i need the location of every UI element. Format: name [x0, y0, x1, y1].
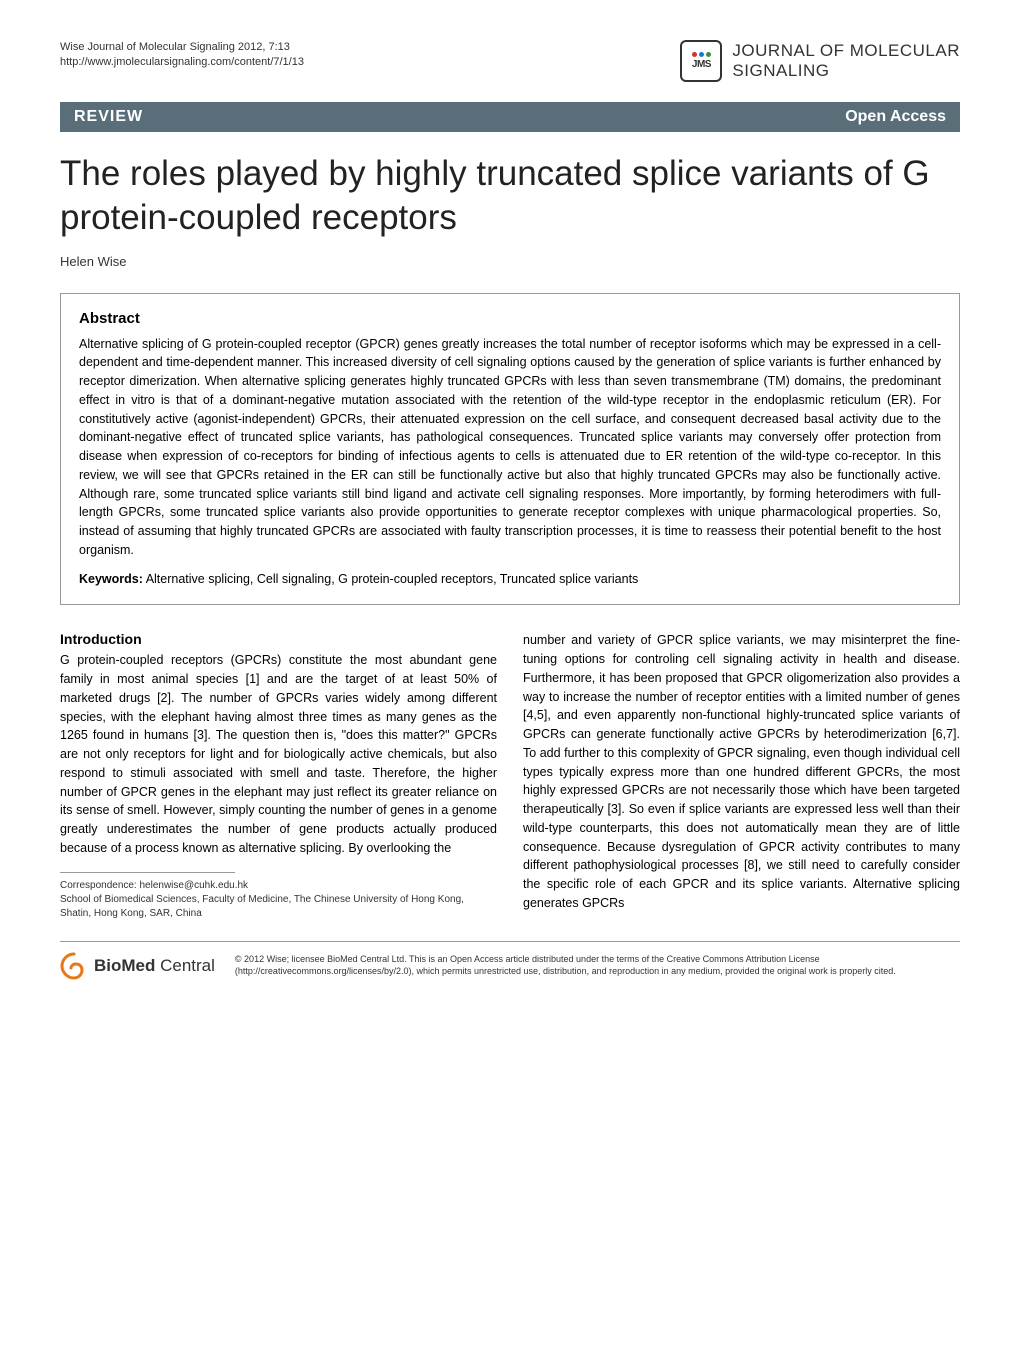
- body-columns: Introduction G protein-coupled receptors…: [60, 631, 960, 920]
- intro-col1-text: G protein-coupled receptors (GPCRs) cons…: [60, 651, 497, 857]
- correspondence-email: Correspondence: helenwise@cuhk.edu.hk: [60, 879, 497, 893]
- logo-abbrev: JMS: [692, 59, 711, 70]
- dot-blue-icon: [699, 52, 704, 57]
- review-bar: REVIEW Open Access: [60, 102, 960, 132]
- journal-brand: JMS JOURNAL OF MOLECULAR SIGNALING: [680, 40, 960, 82]
- intro-heading: Introduction: [60, 631, 497, 647]
- intro-col2-text: number and variety of GPCR splice varian…: [523, 631, 960, 912]
- bmc-normal: Central: [155, 956, 215, 975]
- bmc-swirl-icon: [60, 952, 88, 980]
- open-access-label: Open Access: [845, 108, 946, 126]
- column-right: number and variety of GPCR splice varian…: [523, 631, 960, 920]
- abstract-heading: Abstract: [79, 310, 941, 327]
- journal-name-line2: SIGNALING: [732, 61, 960, 81]
- jms-logo-icon: JMS: [680, 40, 722, 82]
- review-label: REVIEW: [74, 108, 143, 126]
- correspondence-divider: [60, 872, 235, 873]
- keywords-line: Keywords: Alternative splicing, Cell sig…: [79, 570, 941, 589]
- citation-line-1: Wise Journal of Molecular Signaling 2012…: [60, 40, 304, 55]
- footer-row: BioMed Central © 2012 Wise; licensee Bio…: [60, 941, 960, 980]
- citation-block: Wise Journal of Molecular Signaling 2012…: [60, 40, 304, 71]
- keywords-label: Keywords:: [79, 572, 143, 586]
- article-title: The roles played by highly truncated spl…: [60, 152, 960, 240]
- dot-red-icon: [692, 52, 697, 57]
- dot-green-icon: [706, 52, 711, 57]
- author-name: Helen Wise: [60, 254, 960, 269]
- citation-line-2: http://www.jmolecularsignaling.com/conte…: [60, 55, 304, 70]
- correspondence-affiliation: School of Biomedical Sciences, Faculty o…: [60, 893, 497, 921]
- column-left: Introduction G protein-coupled receptors…: [60, 631, 497, 920]
- correspondence-block: Correspondence: helenwise@cuhk.edu.hk Sc…: [60, 879, 497, 921]
- logo-dots: [692, 52, 711, 57]
- license-text: © 2012 Wise; licensee BioMed Central Ltd…: [235, 954, 960, 977]
- abstract-text: Alternative splicing of G protein-couple…: [79, 335, 941, 560]
- keywords-text: Alternative splicing, Cell signaling, G …: [143, 572, 638, 586]
- bmc-bold: BioMed: [94, 956, 155, 975]
- journal-name-line1: JOURNAL OF MOLECULAR: [732, 41, 960, 61]
- bmc-brand-text: BioMed Central: [94, 956, 215, 976]
- header-row: Wise Journal of Molecular Signaling 2012…: [60, 40, 960, 82]
- page-container: Wise Journal of Molecular Signaling 2012…: [0, 0, 1020, 1010]
- journal-name: JOURNAL OF MOLECULAR SIGNALING: [732, 41, 960, 82]
- abstract-box: Abstract Alternative splicing of G prote…: [60, 293, 960, 606]
- biomed-central-logo: BioMed Central: [60, 952, 215, 980]
